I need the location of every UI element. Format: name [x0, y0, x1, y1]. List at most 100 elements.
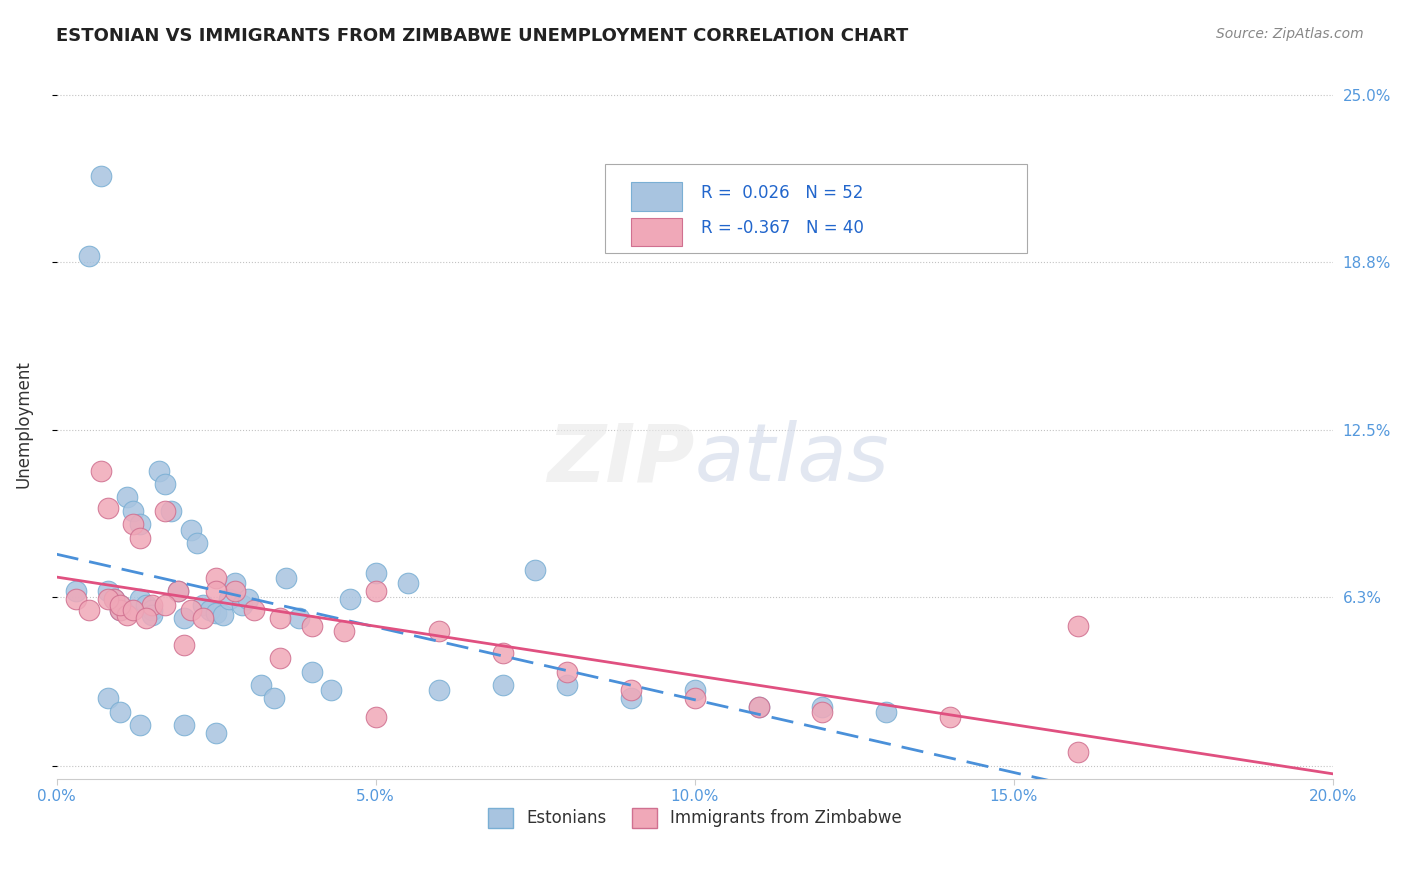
Point: [97, 501, 120, 516]
Point: [339, 592, 361, 607]
Point: [148, 464, 170, 478]
Point: [97, 691, 120, 706]
Point: [555, 665, 578, 679]
Point: [90, 169, 112, 183]
Point: [103, 592, 125, 607]
Point: [180, 603, 202, 617]
Text: ZIP: ZIP: [547, 420, 695, 499]
Text: ESTONIAN VS IMMIGRANTS FROM ZIMBABWE UNEMPLOYMENT CORRELATION CHART: ESTONIAN VS IMMIGRANTS FROM ZIMBABWE UNE…: [56, 27, 908, 45]
Point: [1066, 745, 1088, 759]
Point: [683, 691, 706, 706]
Point: [90, 464, 112, 478]
FancyBboxPatch shape: [631, 218, 682, 246]
Point: [205, 606, 228, 620]
Point: [236, 592, 259, 607]
Point: [77, 249, 100, 263]
Point: [97, 592, 120, 607]
Point: [301, 619, 323, 633]
Point: [243, 603, 266, 617]
Point: [166, 584, 188, 599]
Point: [211, 608, 233, 623]
Point: [205, 726, 228, 740]
Point: [141, 608, 163, 623]
Point: [65, 592, 87, 607]
Point: [683, 683, 706, 698]
Point: [939, 710, 962, 724]
Point: [141, 603, 163, 617]
Point: [333, 624, 356, 639]
Point: [128, 531, 150, 545]
Point: [263, 691, 285, 706]
Point: [115, 608, 138, 623]
Point: [319, 683, 342, 698]
Point: [110, 705, 132, 719]
Point: [269, 651, 291, 665]
Point: [288, 611, 311, 625]
Point: [173, 718, 195, 732]
Point: [811, 705, 834, 719]
Point: [141, 598, 163, 612]
Point: [173, 611, 195, 625]
Point: [135, 598, 157, 612]
Point: [205, 584, 228, 599]
Point: [748, 699, 770, 714]
Point: [110, 603, 132, 617]
Point: [811, 699, 834, 714]
Point: [224, 576, 246, 591]
Point: [205, 571, 228, 585]
Point: [110, 598, 132, 612]
Point: [396, 576, 419, 591]
Point: [128, 517, 150, 532]
Point: [224, 584, 246, 599]
Point: [186, 536, 208, 550]
Point: [875, 705, 897, 719]
Point: [492, 646, 515, 660]
Point: [77, 603, 100, 617]
Point: [180, 523, 202, 537]
Point: [103, 592, 125, 607]
Point: [748, 699, 770, 714]
Point: [364, 710, 387, 724]
Point: [122, 504, 145, 518]
Point: [65, 584, 87, 599]
Point: [301, 665, 323, 679]
Point: [122, 517, 145, 532]
Point: [524, 563, 547, 577]
Point: [429, 624, 451, 639]
Text: atlas: atlas: [695, 420, 890, 499]
Point: [173, 638, 195, 652]
Text: Source: ZipAtlas.com: Source: ZipAtlas.com: [1216, 27, 1364, 41]
Point: [429, 683, 451, 698]
Text: R = -0.367   N = 40: R = -0.367 N = 40: [702, 219, 865, 237]
Point: [153, 504, 176, 518]
Point: [153, 477, 176, 491]
Point: [198, 603, 221, 617]
FancyBboxPatch shape: [631, 182, 682, 211]
Point: [555, 678, 578, 692]
Point: [193, 598, 215, 612]
Text: R =  0.026   N = 52: R = 0.026 N = 52: [702, 184, 863, 202]
Point: [364, 566, 387, 580]
Point: [128, 718, 150, 732]
Point: [218, 592, 240, 607]
Point: [122, 603, 145, 617]
Point: [97, 584, 120, 599]
Point: [276, 571, 298, 585]
Point: [160, 504, 183, 518]
Point: [193, 611, 215, 625]
Point: [620, 691, 643, 706]
Point: [128, 592, 150, 607]
Point: [250, 678, 273, 692]
FancyBboxPatch shape: [606, 164, 1026, 253]
Legend: Estonians, Immigrants from Zimbabwe: Estonians, Immigrants from Zimbabwe: [481, 801, 908, 835]
Point: [110, 598, 132, 612]
Point: [1066, 619, 1088, 633]
Point: [166, 584, 188, 599]
Point: [620, 683, 643, 698]
Point: [115, 491, 138, 505]
Y-axis label: Unemployment: Unemployment: [15, 359, 32, 488]
Point: [135, 611, 157, 625]
Point: [231, 598, 253, 612]
Point: [364, 584, 387, 599]
Point: [492, 678, 515, 692]
